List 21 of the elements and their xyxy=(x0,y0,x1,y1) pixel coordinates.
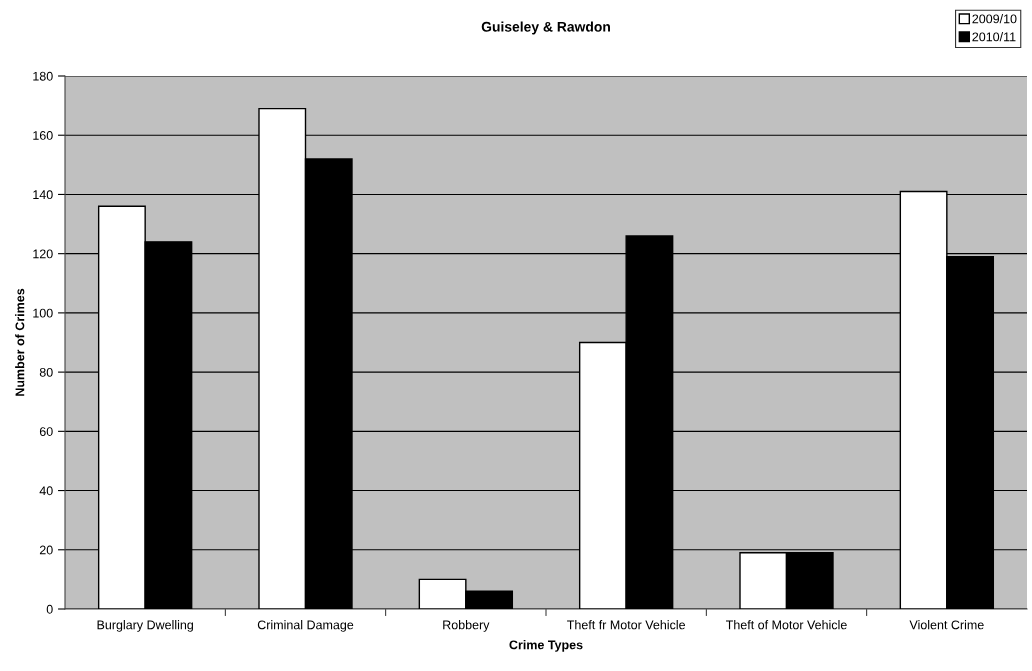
x-tick-label: Burglary Dwelling xyxy=(97,620,193,632)
legend-label: 2010/11 xyxy=(972,32,1016,42)
y-tick-label: 60 xyxy=(39,427,53,436)
y-tick-label: 120 xyxy=(33,249,53,259)
y-tick-label: 40 xyxy=(39,486,53,496)
y-tick-label: 80 xyxy=(39,367,53,377)
x-tick-label: Violent Crime xyxy=(909,620,984,630)
y-tick-label: 0 xyxy=(46,604,53,614)
y-tick-label: 20 xyxy=(39,545,53,555)
legend-label: 2009/10 xyxy=(972,14,1017,24)
x-tick-label: Theft fr Motor Vehicle xyxy=(567,620,686,630)
y-tick-label: 140 xyxy=(33,190,53,200)
x-tick-label: Theft of Motor Vehicle xyxy=(725,620,847,630)
x-tick-label: Robbery xyxy=(443,620,490,632)
x-tick-label: Criminal Damage xyxy=(257,620,354,632)
y-tick-label: 180 xyxy=(33,71,53,81)
y-tick-label: 100 xyxy=(33,308,53,318)
y-axis-title: Number of Crimes xyxy=(15,288,25,396)
x-axis-title: Crime Types xyxy=(509,640,583,652)
y-tick-label: 160 xyxy=(33,131,53,140)
chart-title: Guiseley & Rawdon xyxy=(481,21,610,35)
